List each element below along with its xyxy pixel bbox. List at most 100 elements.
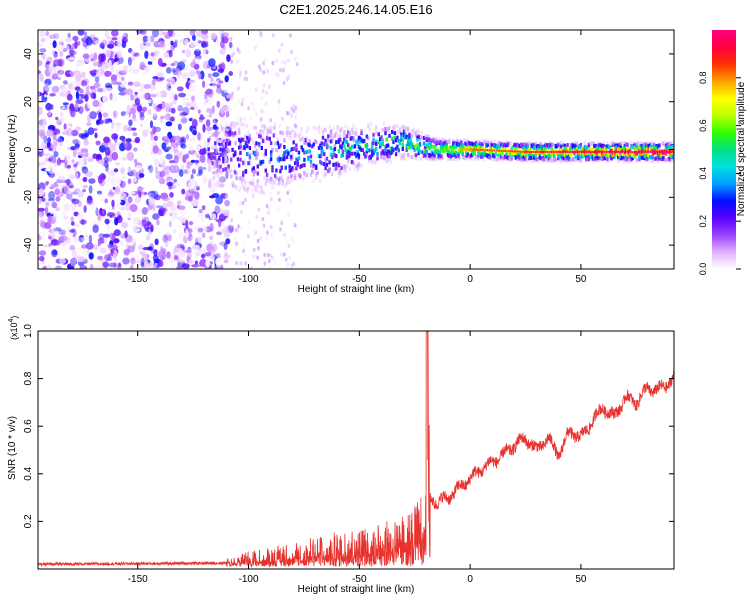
y-tick-label: 40 [23,48,34,60]
noise-cell [169,225,178,231]
band-cell [301,163,305,168]
noise-cell [101,142,109,149]
band-cell [256,189,259,194]
band-cell [644,148,648,153]
band-cell [393,131,396,136]
band-cell [622,146,625,151]
noise-cell [69,103,75,112]
noise-cell [292,104,296,109]
noise-cell [103,180,108,186]
band-core-cell [460,148,462,151]
noise-cell [212,181,219,189]
band-cell [660,157,664,162]
band-cell [345,152,349,157]
band-cell [610,156,613,161]
band-cell [260,146,263,150]
noise-cell [159,76,165,81]
band-cell [579,145,583,150]
noise-cell [108,253,114,257]
noise-cell [120,167,125,174]
noise-cell [66,178,71,186]
band-cell [243,145,246,149]
band-cell [446,156,450,161]
colorbar-tick-label: 0.0 [698,263,708,276]
band-cell [283,154,286,159]
noise-cell [286,77,289,82]
band-core-cell [516,150,519,153]
band-cell [252,182,255,187]
noise-cell [154,165,159,174]
band-cell [317,154,321,159]
noise-cell [81,166,89,174]
noise-cell [168,49,173,58]
noise-cell [170,63,175,67]
band-cell [386,154,390,159]
noise-cell [177,123,182,131]
band-cell [639,146,642,151]
band-core-cell [639,150,641,153]
band-cell [606,144,609,148]
band-cell [296,162,299,167]
noise-cell [216,160,224,164]
noise-cell [151,108,158,117]
band-cell [242,170,245,175]
band-cell [207,138,210,143]
band-cell [658,156,661,161]
band-cell [299,174,302,179]
noise-cell [189,106,196,110]
noise-cell [254,45,257,50]
band-cell [644,153,648,158]
band-cell [591,153,595,157]
noise-cell [147,61,153,65]
band-cell [429,144,432,149]
noise-cell [278,123,281,128]
noise-cell [212,72,220,78]
noise-cell [281,178,284,183]
band-cell [332,162,335,167]
noise-cell [86,84,90,92]
band-cell [578,145,581,149]
noise-cell [161,102,170,110]
band-cell [356,150,359,154]
noise-cell [194,159,200,163]
band-cell [381,142,384,147]
noise-cell [46,265,53,269]
band-cell [329,146,333,151]
noise-cell [145,128,151,134]
noise-cell [111,37,118,41]
band-cell [235,185,238,190]
band-cell [417,135,420,140]
noise-cell [210,251,216,259]
band-cell [212,118,216,123]
noise-cell [169,261,177,269]
band-cell [672,152,674,157]
band-cell [430,150,434,155]
band-cell [337,149,341,154]
band-core-cell [552,150,554,153]
band-cell [465,151,468,156]
noise-cell [286,240,289,245]
band-cell [664,157,668,162]
band-cell [523,148,527,153]
noise-cell [111,133,119,140]
band-cell [482,151,486,156]
band-cell [470,149,474,154]
band-cell [626,154,629,159]
band-cell [406,145,410,150]
noise-cell [77,178,83,182]
noise-cell [83,139,89,146]
band-cell [215,128,218,133]
noise-cell [42,244,50,248]
band-cell [430,157,434,162]
noise-cell [68,185,74,189]
noise-cell [193,63,200,70]
noise-cell [92,62,99,67]
noise-cell [291,242,295,247]
band-cell [348,150,351,155]
noise-cell [186,248,193,258]
noise-cell [107,170,116,177]
band-cell [627,159,630,164]
noise-cell [92,244,99,251]
band-cell [400,137,403,142]
band-cell [424,145,427,150]
